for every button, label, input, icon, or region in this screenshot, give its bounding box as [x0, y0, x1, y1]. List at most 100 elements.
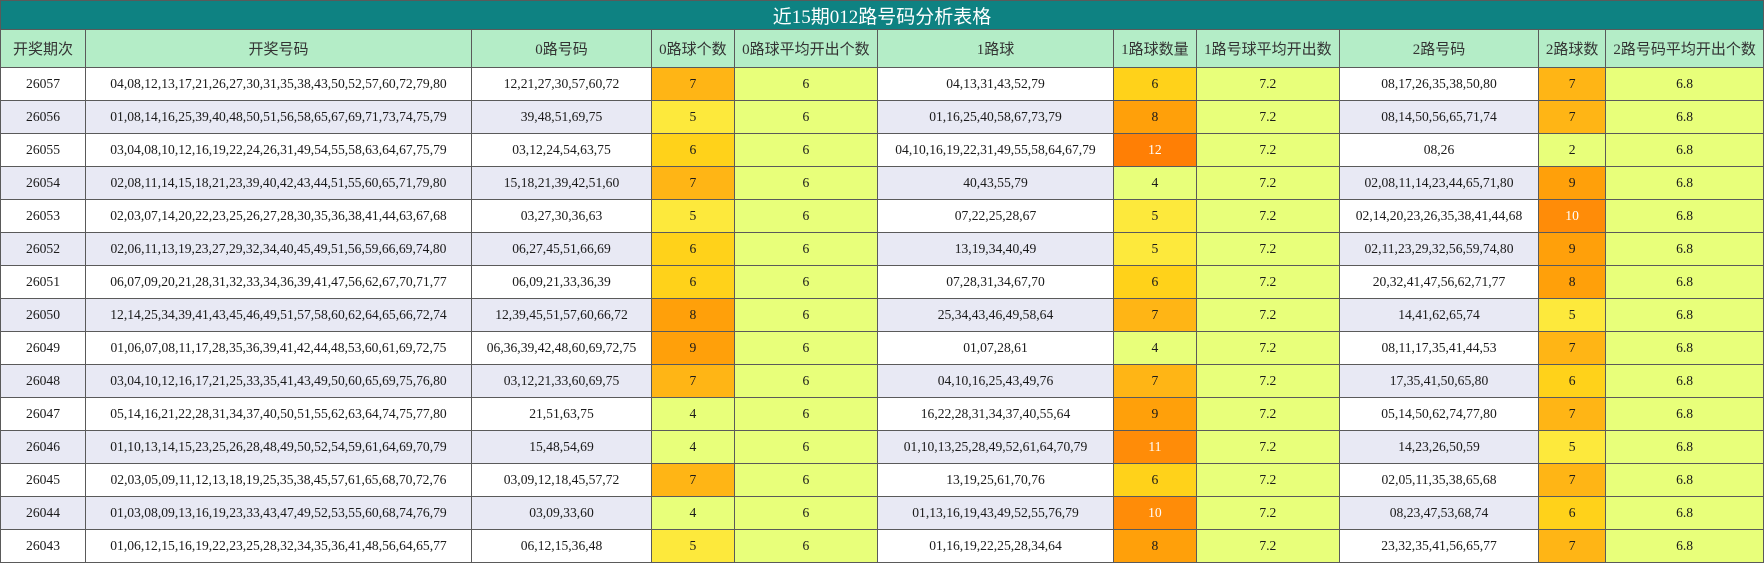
issue-cell: 26055: [0, 133, 87, 167]
issue-cell: 26043: [0, 529, 87, 563]
r0-count-cell: 4: [651, 496, 735, 530]
r0-numbers-cell: 03,09,12,18,45,57,72: [470, 463, 653, 497]
issue-cell: 26051: [0, 265, 87, 299]
r0-count-cell: 6: [651, 232, 735, 266]
issue-cell: 26053: [0, 199, 87, 233]
r0-avg-cell: 6: [733, 199, 878, 233]
r1-count-cell: 7: [1113, 364, 1197, 398]
r1-avg-cell: 7.2: [1195, 529, 1340, 563]
r0-avg-cell: 6: [733, 430, 878, 464]
header-r2-avg: 2路号码平均开出个数: [1605, 29, 1764, 68]
r0-avg-cell: 6: [733, 232, 878, 266]
r1-count-cell: 6: [1113, 67, 1197, 101]
table-row: 26053 02,03,07,14,20,22,23,25,26,27,28,30…: [0, 199, 1764, 233]
r1-avg-cell: 7.2: [1195, 100, 1340, 134]
r1-avg-cell: 7.2: [1195, 199, 1340, 233]
header-r2-count: 2路球数: [1538, 29, 1607, 68]
r1-avg-cell: 7.2: [1195, 496, 1340, 530]
table-body: 26057 04,08,12,13,17,21,26,27,30,31,35,38…: [0, 67, 1764, 563]
r0-numbers-cell: 06,36,39,42,48,60,69,72,75: [470, 331, 653, 365]
r2-numbers-cell: 05,14,50,62,74,77,80: [1338, 397, 1540, 431]
r1-count-cell: 4: [1113, 166, 1197, 200]
r1-numbers-cell: 16,22,28,31,34,37,40,55,64: [876, 397, 1115, 431]
header-r0-avg: 0路球平均开出个数: [733, 29, 878, 68]
issue-cell: 26046: [0, 430, 87, 464]
r2-avg-cell: 6.8: [1605, 133, 1764, 167]
r2-count-cell: 7: [1538, 397, 1607, 431]
r0-avg-cell: 6: [733, 67, 878, 101]
r0-avg-cell: 6: [733, 265, 878, 299]
r2-count-cell: 6: [1538, 364, 1607, 398]
r2-numbers-cell: 08,23,47,53,68,74: [1338, 496, 1540, 530]
r1-numbers-cell: 04,10,16,19,22,31,49,55,58,64,67,79: [876, 133, 1115, 167]
header-r1-avg: 1路号球平均开出数: [1195, 29, 1340, 68]
r1-numbers-cell: 01,10,13,25,28,49,52,61,64,70,79: [876, 430, 1115, 464]
r2-avg-cell: 6.8: [1605, 232, 1764, 266]
r2-count-cell: 6: [1538, 496, 1607, 530]
draw-numbers-cell: 01,10,13,14,15,23,25,26,28,48,49,50,52,5…: [85, 430, 472, 464]
r0-avg-cell: 6: [733, 133, 878, 167]
r0-numbers-cell: 15,48,54,69: [470, 430, 653, 464]
r2-count-cell: 7: [1538, 529, 1607, 563]
r0-numbers-cell: 06,09,21,33,36,39: [470, 265, 653, 299]
r0-avg-cell: 6: [733, 463, 878, 497]
r0-count-cell: 7: [651, 463, 735, 497]
draw-numbers-cell: 04,08,12,13,17,21,26,27,30,31,35,38,43,5…: [85, 67, 472, 101]
r0-numbers-cell: 03,12,21,33,60,69,75: [470, 364, 653, 398]
r1-avg-cell: 7.2: [1195, 133, 1340, 167]
r2-count-cell: 2: [1538, 133, 1607, 167]
r0-count-cell: 4: [651, 430, 735, 464]
r2-avg-cell: 6.8: [1605, 265, 1764, 299]
issue-cell: 26050: [0, 298, 87, 332]
r0-count-cell: 7: [651, 364, 735, 398]
r1-avg-cell: 7.2: [1195, 67, 1340, 101]
r1-count-cell: 5: [1113, 232, 1197, 266]
issue-cell: 26054: [0, 166, 87, 200]
r0-avg-cell: 6: [733, 166, 878, 200]
table-row: 26050 12,14,25,34,39,41,43,45,46,49,51,57…: [0, 298, 1764, 332]
r0-count-cell: 5: [651, 199, 735, 233]
r0-numbers-cell: 39,48,51,69,75: [470, 100, 653, 134]
r2-numbers-cell: 17,35,41,50,65,80: [1338, 364, 1540, 398]
r2-numbers-cell: 02,14,20,23,26,35,38,41,44,68: [1338, 199, 1540, 233]
r2-numbers-cell: 08,26: [1338, 133, 1540, 167]
r1-count-cell: 10: [1113, 496, 1197, 530]
r1-count-cell: 12: [1113, 133, 1197, 167]
r0-count-cell: 4: [651, 397, 735, 431]
issue-cell: 26056: [0, 100, 87, 134]
r0-numbers-cell: 03,09,33,60: [470, 496, 653, 530]
header-r1-numbers: 1路球: [876, 29, 1115, 68]
r2-count-cell: 10: [1538, 199, 1607, 233]
issue-cell: 26045: [0, 463, 87, 497]
table-row: 26045 02,03,05,09,11,12,13,18,19,25,35,38…: [0, 463, 1764, 497]
r1-avg-cell: 7.2: [1195, 364, 1340, 398]
table-row: 26046 01,10,13,14,15,23,25,26,28,48,49,50…: [0, 430, 1764, 464]
r1-count-cell: 8: [1113, 529, 1197, 563]
r0-avg-cell: 6: [733, 496, 878, 530]
r0-count-cell: 5: [651, 100, 735, 134]
r0-avg-cell: 6: [733, 529, 878, 563]
r2-avg-cell: 6.8: [1605, 364, 1764, 398]
header-issue: 开奖期次: [0, 29, 87, 68]
issue-cell: 26047: [0, 397, 87, 431]
r2-count-cell: 9: [1538, 232, 1607, 266]
draw-numbers-cell: 02,08,11,14,15,18,21,23,39,40,42,43,44,5…: [85, 166, 472, 200]
draw-numbers-cell: 02,06,11,13,19,23,27,29,32,34,40,45,49,5…: [85, 232, 472, 266]
draw-numbers-cell: 02,03,07,14,20,22,23,25,26,27,28,30,35,3…: [85, 199, 472, 233]
r1-count-cell: 5: [1113, 199, 1197, 233]
r2-count-cell: 5: [1538, 430, 1607, 464]
draw-numbers-cell: 03,04,10,12,16,17,21,25,33,35,41,43,49,5…: [85, 364, 472, 398]
r2-avg-cell: 6.8: [1605, 166, 1764, 200]
r2-numbers-cell: 14,41,62,65,74: [1338, 298, 1540, 332]
issue-cell: 26049: [0, 331, 87, 365]
r1-count-cell: 6: [1113, 265, 1197, 299]
draw-numbers-cell: 05,14,16,21,22,28,31,34,37,40,50,51,55,6…: [85, 397, 472, 431]
r0-count-cell: 5: [651, 529, 735, 563]
r1-avg-cell: 7.2: [1195, 265, 1340, 299]
r2-numbers-cell: 08,17,26,35,38,50,80: [1338, 67, 1540, 101]
r0-count-cell: 6: [651, 265, 735, 299]
header-r0-count: 0路球个数: [651, 29, 735, 68]
r1-count-cell: 8: [1113, 100, 1197, 134]
r2-numbers-cell: 14,23,26,50,59: [1338, 430, 1540, 464]
